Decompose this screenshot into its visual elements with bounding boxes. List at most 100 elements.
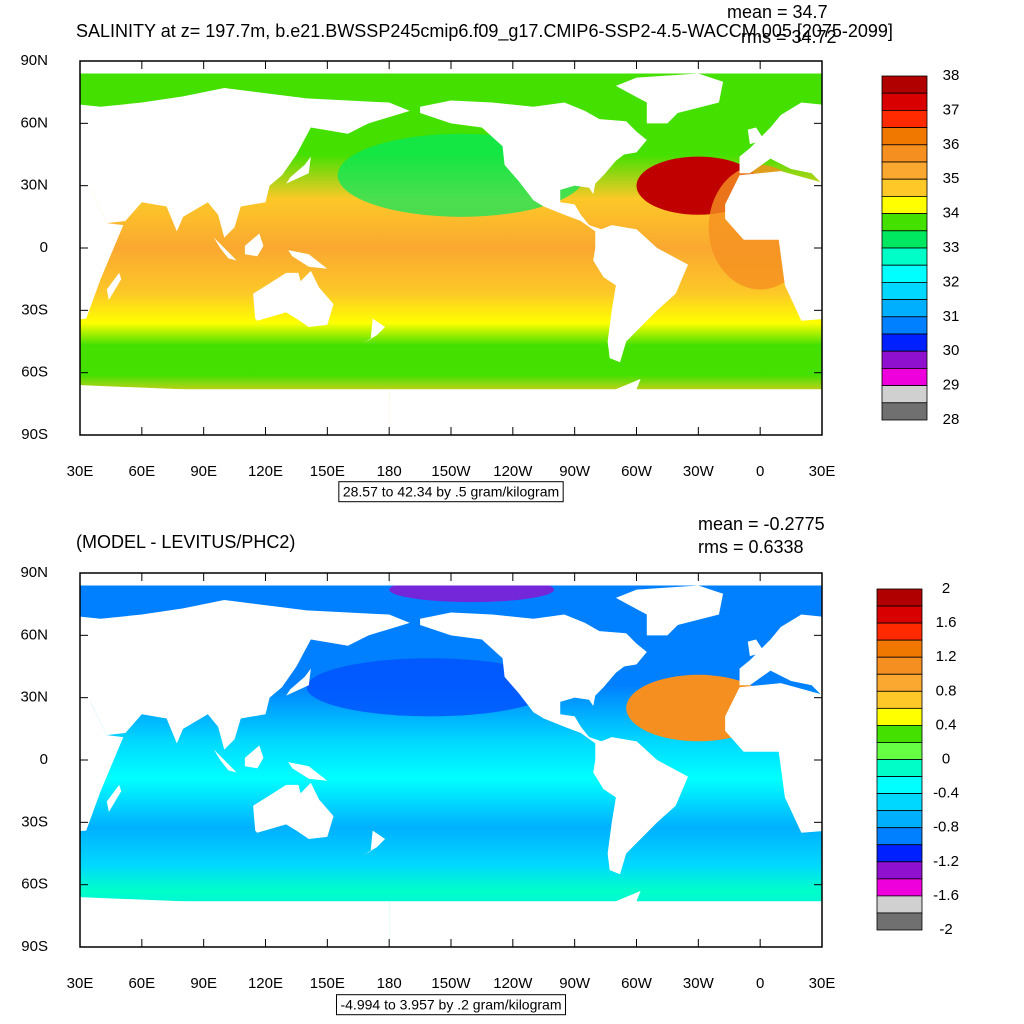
continent	[286, 668, 311, 696]
lat-label: 90S	[21, 426, 48, 443]
lat-label: 90S	[21, 938, 48, 955]
continent	[253, 782, 334, 839]
colorbar-label: 0.8	[936, 682, 957, 699]
continent	[106, 272, 122, 300]
colorbar-box	[876, 878, 923, 897]
colorbar-box	[876, 690, 923, 709]
continent	[286, 156, 311, 184]
continent	[80, 897, 390, 947]
lat-label: 60S	[21, 364, 48, 381]
continent	[822, 897, 1024, 947]
continent	[288, 762, 328, 781]
colorbar-box	[876, 742, 923, 760]
colorbar-box	[876, 725, 923, 743]
colorbar-box	[876, 707, 923, 726]
colorbar-label: 2	[942, 580, 950, 597]
lat-label: 0	[40, 239, 48, 256]
colorbar-box	[881, 92, 928, 111]
colorbar-label: 35	[943, 170, 960, 187]
continent	[956, 238, 979, 261]
colorbar-box	[881, 281, 928, 300]
lon-label: 120E	[248, 463, 283, 480]
colorbar-box	[876, 605, 923, 624]
colorbar-box	[876, 588, 923, 607]
colorbar-box	[881, 75, 928, 94]
colorbar-label: 36	[943, 136, 960, 153]
info-box	[338, 481, 564, 503]
colorbar-box	[881, 316, 928, 335]
continent	[244, 745, 264, 769]
lon-label: 120W	[493, 975, 533, 992]
info-label: -4.994 to 3.957 by .2 gram/kilogram	[340, 997, 561, 1013]
colorbar-label: -1.6	[933, 887, 959, 904]
continent	[80, 182, 124, 320]
continent	[995, 271, 1024, 327]
lon-label: 150W	[431, 975, 471, 992]
lat-label: 60N	[20, 114, 48, 131]
colorbar-box	[881, 385, 928, 404]
lon-label: 150W	[431, 463, 471, 480]
lon-label: 0	[756, 975, 764, 992]
land	[80, 573, 410, 948]
lon-label: 0	[756, 463, 764, 480]
continent	[253, 270, 334, 327]
info-box	[335, 994, 567, 1016]
lat-label: 90N	[20, 52, 48, 69]
colorbar-box	[876, 844, 923, 863]
lat-label: 90N	[20, 564, 48, 581]
colorbar-box	[876, 861, 923, 880]
continent	[389, 378, 823, 436]
rms-label: rms = 0.6338	[698, 537, 804, 557]
colorbar-box	[876, 759, 923, 777]
lat-label: 30N	[20, 177, 48, 194]
lon-label: 30E	[809, 975, 836, 992]
lat-label: 60N	[20, 626, 48, 643]
colorbar-label: -2	[939, 921, 952, 938]
lat-label: 30S	[21, 813, 48, 830]
colorbar-box	[876, 622, 923, 641]
colorbar-label: 32	[943, 273, 960, 290]
lat-label: 30S	[21, 301, 48, 318]
continent	[849, 273, 863, 300]
colorbar-label: 1.6	[936, 614, 957, 631]
colorbar-box	[881, 402, 928, 421]
continent	[362, 318, 386, 344]
lon-label: 180	[377, 463, 402, 480]
continent	[362, 830, 386, 856]
map	[80, 61, 1024, 436]
continent	[747, 639, 765, 657]
continent	[244, 233, 264, 257]
continent	[987, 233, 1006, 256]
lon-label: 30E	[809, 463, 836, 480]
lon-label: 30W	[683, 463, 715, 480]
colorbar-box	[881, 144, 928, 163]
continent	[106, 784, 122, 812]
mean-label: mean = 34.7	[727, 2, 828, 22]
continent	[420, 612, 689, 875]
colorbar-box	[881, 110, 928, 129]
colorbar-label: 33	[943, 239, 960, 256]
colorbar-box	[876, 776, 923, 794]
land	[389, 61, 1024, 436]
continent	[80, 88, 410, 238]
colorbar-box	[881, 161, 928, 180]
rms-label: rms = 34.72	[741, 27, 837, 47]
colorbar-box	[881, 195, 928, 214]
colorbar-box	[881, 264, 928, 283]
colorbar-label: 1.2	[936, 648, 957, 665]
colorbar-label: 34	[943, 205, 960, 222]
continent	[80, 600, 410, 750]
lon-label: 150E	[310, 975, 345, 992]
colorbar-box	[881, 247, 928, 266]
lon-label: 90E	[190, 975, 217, 992]
colorbar-box	[881, 350, 928, 369]
lat-label: 30N	[20, 689, 48, 706]
colorbar-box	[876, 810, 923, 829]
lon-label: 60E	[128, 975, 155, 992]
continent	[725, 683, 823, 833]
lon-label: 120W	[493, 463, 533, 480]
continent	[747, 127, 765, 145]
colorbar-box	[876, 656, 923, 675]
continent	[80, 385, 390, 435]
